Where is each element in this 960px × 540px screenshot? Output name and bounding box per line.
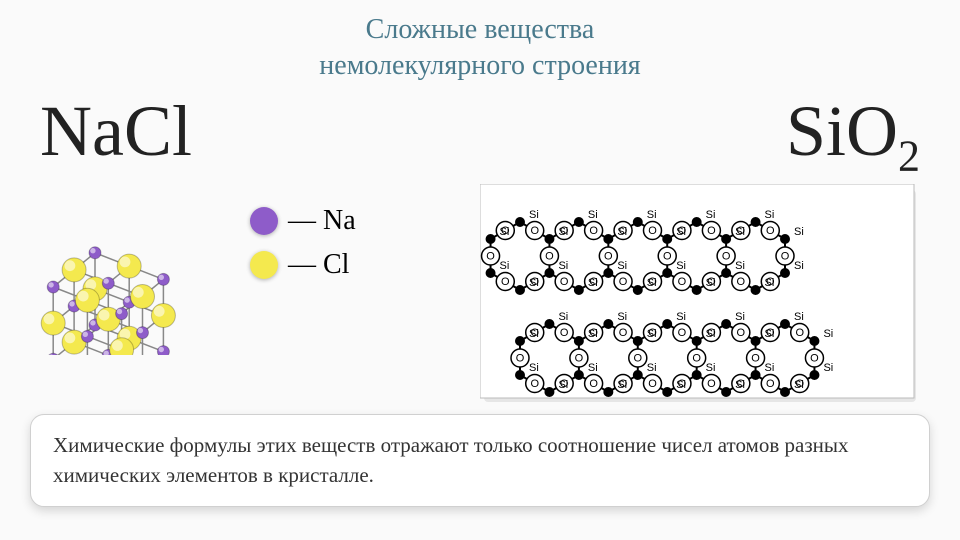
svg-text:O: O (516, 353, 525, 365)
svg-text:Si: Si (706, 277, 716, 289)
svg-text:Si: Si (706, 362, 716, 374)
svg-text:O: O (619, 327, 628, 339)
svg-text:O: O (737, 276, 746, 288)
svg-text:O: O (810, 353, 819, 365)
svg-text:Si: Si (617, 226, 627, 238)
svg-text:Si: Si (765, 328, 775, 340)
legend-cl: — Cl (250, 249, 356, 281)
svg-text:O: O (795, 327, 804, 339)
svg-text:O: O (560, 327, 569, 339)
svg-text:Si: Si (735, 260, 745, 272)
svg-text:Si: Si (617, 311, 627, 323)
nacl-formula: NaCl (40, 95, 192, 167)
svg-text:O: O (737, 327, 746, 339)
svg-text:O: O (501, 276, 510, 288)
svg-text:Si: Si (676, 311, 686, 323)
svg-text:Si: Si (765, 362, 775, 374)
svg-text:Si: Si (588, 328, 598, 340)
sio2-column: SiO2 OOOOOOOOOOOOOOOOOOOOOOOOOOOOOOOOOOO… (480, 95, 920, 404)
sio2-formula: SiO2 (786, 95, 920, 178)
svg-text:O: O (486, 251, 495, 263)
svg-text:Si: Si (647, 277, 657, 289)
svg-text:O: O (678, 276, 687, 288)
nacl-lattice-diagram (40, 175, 220, 355)
svg-text:Si: Si (617, 260, 627, 272)
title-line-2: немолекулярного строения (319, 50, 640, 81)
svg-text:O: O (530, 378, 539, 390)
svg-text:Si: Si (676, 379, 686, 391)
svg-text:Si: Si (500, 226, 510, 238)
svg-text:O: O (589, 378, 598, 390)
svg-text:Si: Si (647, 362, 657, 374)
svg-text:Si: Si (765, 277, 775, 289)
title-line-1: Сложные вещества (366, 14, 595, 45)
svg-text:O: O (648, 225, 657, 237)
svg-text:Si: Si (765, 209, 775, 221)
nacl-lattice-row: — Na — Cl (40, 175, 356, 355)
page-title: Сложные вещества немолекулярного строени… (0, 0, 960, 85)
svg-text:Si: Si (500, 260, 510, 272)
svg-text:Si: Si (647, 328, 657, 340)
svg-text:Si: Si (794, 311, 804, 323)
svg-text:Si: Si (706, 209, 716, 221)
svg-text:O: O (751, 353, 760, 365)
svg-text:Si: Si (588, 209, 598, 221)
svg-text:Si: Si (647, 209, 657, 221)
svg-text:O: O (692, 353, 701, 365)
svg-text:O: O (766, 378, 775, 390)
svg-text:Si: Si (617, 379, 627, 391)
svg-text:Si: Si (676, 226, 686, 238)
svg-text:O: O (530, 225, 539, 237)
svg-text:Si: Si (794, 260, 804, 272)
svg-text:Si: Si (558, 311, 568, 323)
svg-text:Si: Si (558, 379, 568, 391)
content-row: NaCl — Na — Cl SiO2 OOOOOOOOOOOOOOOOOOOO… (0, 85, 960, 404)
svg-text:Si: Si (588, 362, 598, 374)
svg-text:Si: Si (823, 328, 833, 340)
svg-text:Si: Si (794, 226, 804, 238)
svg-text:O: O (707, 378, 716, 390)
svg-text:Si: Si (529, 277, 539, 289)
svg-text:Si: Si (735, 379, 745, 391)
svg-text:O: O (545, 251, 554, 263)
svg-text:O: O (575, 353, 584, 365)
nacl-legend: — Na — Cl (250, 175, 356, 281)
svg-text:O: O (619, 276, 628, 288)
svg-text:O: O (766, 225, 775, 237)
legend-swatch-cl (250, 251, 278, 279)
svg-text:O: O (604, 251, 613, 263)
svg-text:Si: Si (558, 226, 568, 238)
svg-text:O: O (707, 225, 716, 237)
svg-text:Si: Si (588, 277, 598, 289)
legend-na: — Na (250, 205, 356, 237)
svg-text:Si: Si (529, 328, 539, 340)
svg-text:Si: Si (735, 226, 745, 238)
caption-text: Химические формулы этих веществ отражают… (53, 433, 848, 486)
svg-text:O: O (663, 251, 672, 263)
legend-swatch-na (250, 207, 278, 235)
svg-text:Si: Si (706, 328, 716, 340)
caption-box: Химические формулы этих веществ отражают… (30, 414, 930, 507)
svg-text:O: O (560, 276, 569, 288)
svg-text:Si: Si (794, 379, 804, 391)
svg-text:Si: Si (676, 260, 686, 272)
svg-text:O: O (722, 251, 731, 263)
svg-text:O: O (648, 378, 657, 390)
legend-label-na: — Na (288, 205, 356, 237)
svg-text:O: O (589, 225, 598, 237)
svg-text:Si: Si (558, 260, 568, 272)
svg-text:O: O (678, 327, 687, 339)
sio2-formula-sub: 2 (898, 131, 920, 180)
sio2-formula-main: SiO (786, 91, 898, 171)
legend-label-cl: — Cl (288, 249, 349, 281)
svg-text:Si: Si (529, 362, 539, 374)
svg-text:O: O (633, 353, 642, 365)
svg-text:Si: Si (735, 311, 745, 323)
nacl-column: NaCl — Na — Cl (40, 95, 356, 404)
svg-text:Si: Si (529, 209, 539, 221)
sio2-network-diagram: OOOOOOOOOOOOOOOOOOOOOOOOOOOOOOOOOOOOOOOO… (480, 184, 920, 404)
svg-text:Si: Si (823, 362, 833, 374)
svg-text:O: O (781, 251, 790, 263)
